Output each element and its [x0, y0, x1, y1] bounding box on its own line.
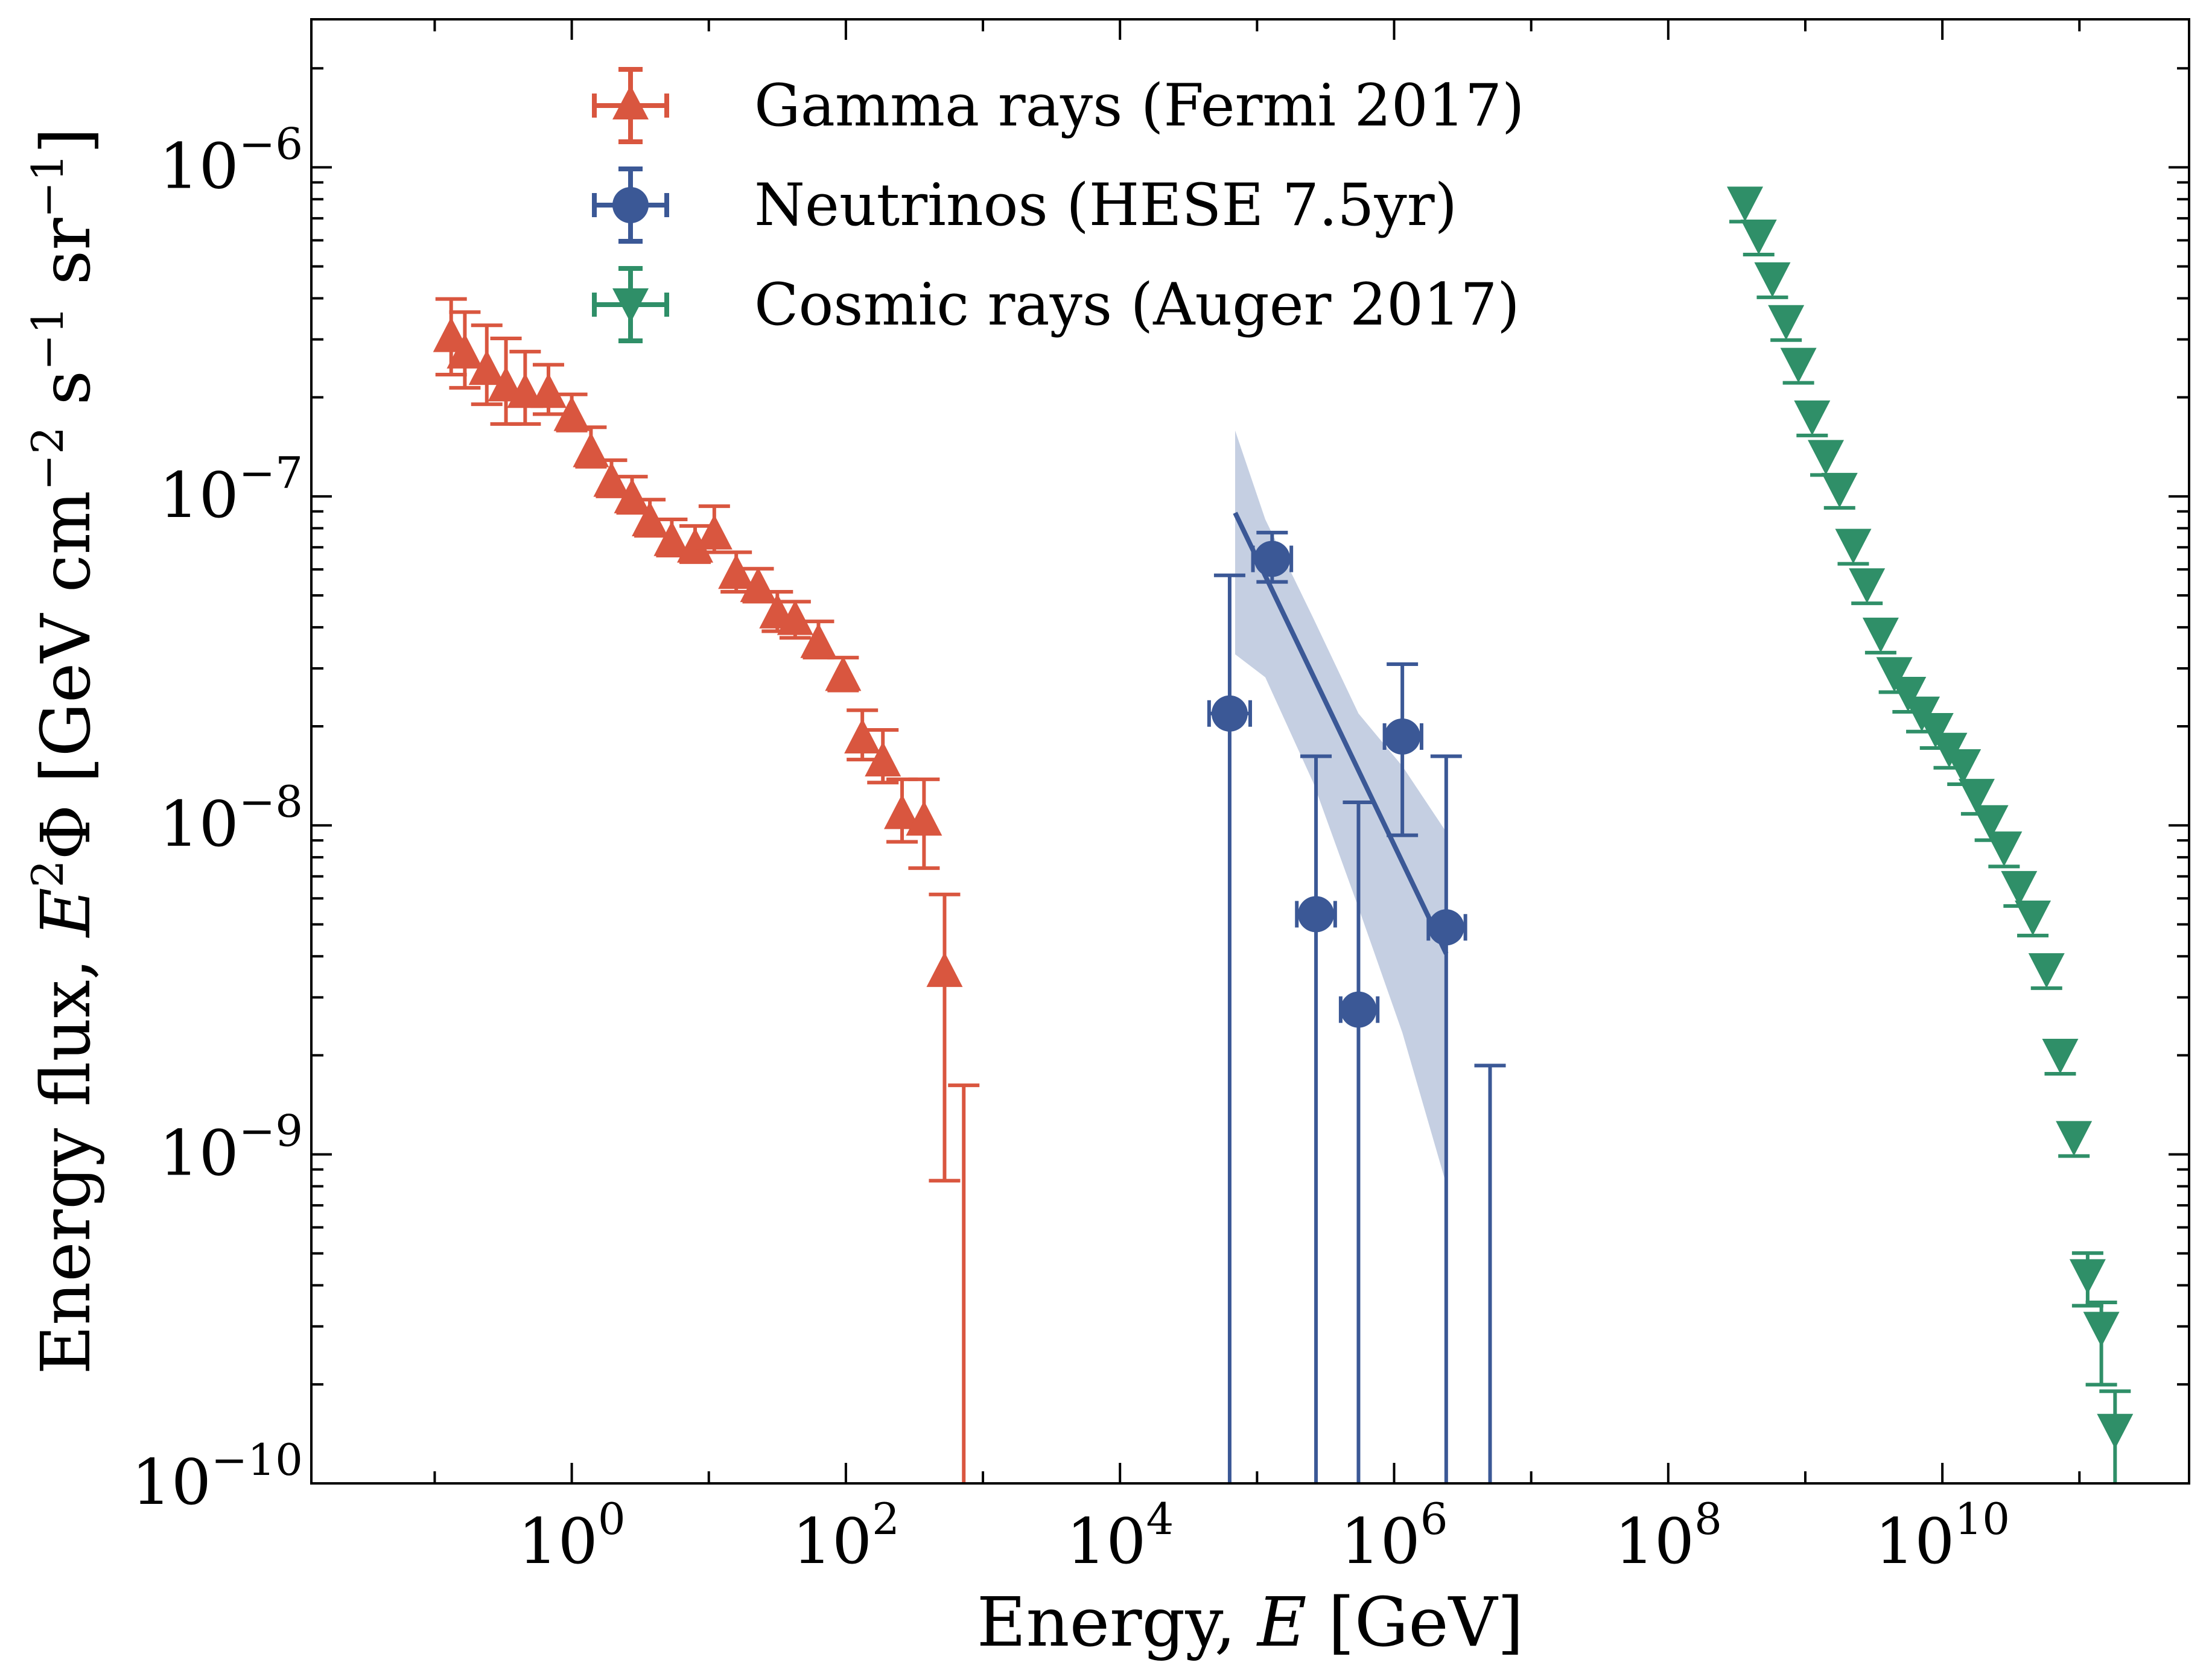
x-tick-label: 100 [518, 1494, 626, 1578]
gamma-ray-marker [800, 623, 837, 658]
neutrino-marker [1254, 541, 1291, 577]
y-axis-label: Energy flux, E2Φ [GeV cm−2 s−1 sr−1] [22, 127, 106, 1374]
gamma-ray-marker [632, 501, 669, 536]
cosmic-ray-marker [1849, 568, 1886, 604]
gamma-ray-marker [884, 794, 921, 829]
gamma-ray-marker [653, 521, 690, 556]
x-tick-label: 1010 [1875, 1494, 2010, 1578]
y-tick-label: 10−10 [132, 1435, 303, 1519]
x-tick-label: 108 [1615, 1494, 1722, 1578]
cosmic-ray-marker [1917, 713, 1954, 749]
y-tick-label: 10−9 [159, 1106, 303, 1190]
cosmic-ray-marker [2001, 870, 2038, 906]
cosmic-ray-marker [1958, 779, 1995, 814]
neutrino-marker [1384, 718, 1421, 755]
cosmic-ray-marker [1835, 528, 1872, 564]
x-tick-label: 104 [1066, 1494, 1174, 1578]
cosmic-ray-marker [1890, 677, 1927, 712]
x-tick-label: 102 [792, 1494, 900, 1578]
cosmic-ray-marker [1876, 657, 1913, 693]
cosmic-ray-marker [2042, 1038, 2079, 1074]
cosmic-ray-marker [2015, 900, 2052, 936]
cosmic-ray-marker [1808, 440, 1845, 475]
x-tick-label: 106 [1340, 1494, 1448, 1578]
x-axis-label: Energy, E [GeV] [977, 1584, 1524, 1662]
tick-layer: 100 102 104 106 108 1010 10−10 10−9 10−8 10−7 10−6 [132, 19, 2189, 1578]
gamma-ray-marker [825, 656, 862, 691]
cosmic-ray-marker [1794, 400, 1831, 436]
cosmic-ray-marker [1945, 749, 1982, 785]
neutrino-marker [1340, 991, 1377, 1028]
cosmic-ray-marker [1986, 831, 2023, 867]
legend-label-cosmic: Cosmic rays (Auger 2017) [754, 271, 1520, 338]
cosmic-ray-marker [2083, 1311, 2120, 1347]
fit-line [1233, 512, 1449, 955]
triangle-up-icon [612, 85, 649, 119]
gamma-ray-marker [865, 741, 901, 777]
gamma-ray-marker [718, 554, 755, 589]
neutrino-marker [1298, 896, 1335, 933]
data-layer [433, 186, 2134, 1483]
cosmic-ray-marker [1727, 186, 1764, 222]
circle-icon [612, 187, 649, 223]
gamma-ray-marker [740, 567, 777, 603]
cosmic-ray-marker [2028, 953, 2065, 989]
gamma-ray-marker [677, 527, 714, 563]
gamma-ray-marker [777, 600, 813, 635]
triangle-down-icon [612, 288, 649, 323]
gamma-ray-marker [468, 350, 505, 385]
gamma-ray-marker [926, 952, 963, 988]
gamma-ray-marker [553, 396, 590, 431]
cosmic-ray-marker [1972, 805, 2009, 840]
plot-frame [310, 18, 2190, 1485]
legend-label-gamma: Gamma rays (Fermi 2017) [754, 72, 1524, 139]
cosmic-ray-marker [2056, 1121, 2093, 1156]
y-tick-label: 10−8 [159, 776, 303, 861]
legend: Gamma rays (Fermi 2017) Neutrinos (HESE … [592, 67, 1524, 343]
gamma-ray-marker [614, 478, 650, 513]
neutrino-marker [1428, 909, 1464, 946]
gamma-ray-marker [507, 373, 544, 408]
cosmic-ray-marker [2069, 1259, 2106, 1295]
gamma-ray-marker [696, 514, 733, 550]
neutrino-marker [1211, 695, 1248, 732]
gamma-ray-marker [844, 718, 881, 753]
gamma-ray-marker [906, 801, 942, 836]
y-tick-label: 10−7 [159, 448, 303, 532]
legend-entry-neutrino: Neutrinos (HESE 7.5yr) [592, 166, 1457, 244]
cosmic-ray-marker [1821, 472, 1858, 508]
legend-entry-cosmic: Cosmic rays (Auger 2017) [592, 266, 1520, 343]
cosmic-ray-marker [1780, 347, 1817, 383]
y-tick-label: 10−6 [159, 118, 303, 203]
gamma-ray-marker [573, 432, 609, 468]
cosmic-ray-marker [1740, 219, 1777, 255]
cosmic-ray-marker [1754, 262, 1791, 297]
legend-label-neutrino: Neutrinos (HESE 7.5yr) [754, 171, 1457, 239]
gamma-ray-marker [530, 373, 567, 408]
cosmic-ray-marker [1768, 305, 1805, 340]
cosmic-ray-marker [2097, 1413, 2134, 1449]
legend-entry-gamma: Gamma rays (Fermi 2017) [592, 67, 1524, 144]
gamma-ray-marker [593, 461, 630, 497]
cosmic-ray-marker [1862, 617, 1899, 653]
gamma-ray-marker [447, 333, 483, 369]
